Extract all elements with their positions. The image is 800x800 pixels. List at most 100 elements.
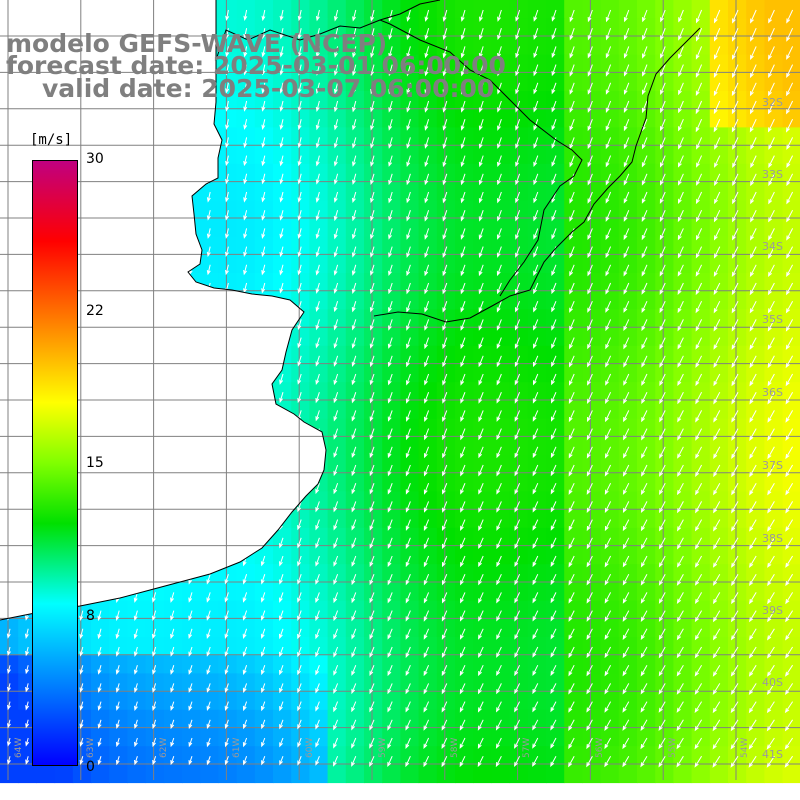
- wind-cell: [436, 382, 456, 401]
- wind-arrow: [785, 501, 794, 514]
- wind-arrow: [678, 119, 684, 132]
- wind-cell: [418, 327, 438, 347]
- wind-cell: [691, 637, 711, 656]
- wind-arrow: [152, 373, 157, 385]
- wind-cell: [145, 564, 165, 583]
- wind-cell: [436, 400, 456, 420]
- wind-arrow: [713, 228, 721, 241]
- wind-arrow: [442, 446, 448, 459]
- wind-cell: [728, 764, 747, 784]
- wind-cell: [236, 182, 256, 201]
- wind-arrow: [97, 410, 102, 422]
- wind-arrow: [134, 737, 138, 748]
- wind-cell: [327, 200, 347, 219]
- wind-cell: [127, 200, 147, 219]
- wind-arrow: [460, 555, 466, 568]
- wind-arrow: [388, 28, 393, 40]
- wind-arrow: [713, 264, 721, 277]
- wind-cell: [0, 691, 19, 711]
- wind-arrow: [243, 9, 248, 21]
- wind-arrow: [515, 9, 521, 22]
- wind-cell: [400, 72, 420, 92]
- wind-arrow: [188, 519, 193, 531]
- wind-arrow: [79, 683, 84, 693]
- wind-cell: [236, 746, 256, 765]
- wind-arrow: [605, 373, 612, 386]
- wind-cell: [709, 72, 729, 92]
- wind-arrow: [622, 610, 630, 622]
- wind-arrow: [188, 628, 193, 640]
- wind-arrow: [351, 519, 357, 531]
- wind-arrow: [170, 119, 175, 130]
- wind-arrow: [568, 592, 575, 604]
- wind-cell: [364, 109, 383, 128]
- wind-arrow: [134, 264, 139, 276]
- wind-cell: [400, 291, 420, 310]
- wind-cell: [236, 218, 256, 238]
- wind-arrow: [568, 537, 575, 550]
- wind-arrow: [731, 337, 739, 350]
- wind-arrow: [206, 519, 211, 531]
- wind-cell: [364, 764, 383, 784]
- wind-arrow: [387, 719, 393, 731]
- wind-arrow: [225, 246, 229, 258]
- wind-arrow: [405, 574, 411, 586]
- wind-arrow: [224, 756, 229, 766]
- wind-arrow: [297, 46, 302, 58]
- wind-cell: [673, 182, 693, 201]
- wind-cell: [782, 163, 800, 183]
- wind-cell: [691, 273, 711, 292]
- wind-arrow: [766, 755, 775, 768]
- wind-cell: [491, 36, 511, 56]
- wind-cell: [691, 746, 711, 765]
- wind-arrow: [533, 319, 539, 331]
- wind-arrow: [369, 665, 375, 676]
- wind-cell: [473, 709, 492, 729]
- wind-arrow: [515, 46, 521, 59]
- wind-cell: [418, 546, 438, 565]
- wind-arrow: [514, 737, 521, 749]
- wind-cell: [491, 728, 511, 747]
- wind-arrow: [460, 173, 466, 186]
- wind-cell: [291, 182, 310, 201]
- wind-arrow: [660, 155, 666, 168]
- wind-arrow: [460, 191, 466, 204]
- wind-cell: [691, 436, 711, 456]
- wind-arrow: [98, 119, 103, 130]
- wind-arrow: [243, 155, 248, 167]
- wind-arrow: [423, 519, 430, 531]
- wind-arrow: [460, 82, 466, 95]
- wind-arrow: [369, 755, 375, 767]
- wind-cell: [655, 200, 674, 219]
- lat-label: 33S: [762, 168, 783, 181]
- wind-cell: [527, 200, 547, 219]
- wind-cell: [309, 746, 329, 765]
- wind-arrow: [587, 373, 593, 386]
- wind-arrow: [225, 210, 229, 221]
- wind-cell: [709, 364, 729, 383]
- wind-cell: [709, 673, 729, 693]
- wind-arrow: [550, 537, 557, 549]
- wind-cell: [254, 400, 274, 420]
- wind-arrow: [115, 337, 120, 349]
- wind-arrow: [568, 573, 575, 586]
- wind-cell: [509, 0, 529, 19]
- wind-cell: [473, 618, 492, 638]
- wind-arrow: [712, 737, 721, 750]
- wind-arrow: [748, 719, 757, 732]
- wind-cell: [600, 709, 620, 729]
- wind-cell: [582, 327, 602, 347]
- wind-arrow: [786, 27, 794, 42]
- wind-cell: [345, 764, 365, 784]
- wind-arrow: [388, 301, 393, 313]
- wind-arrow: [731, 82, 739, 97]
- wind-cell: [291, 582, 310, 602]
- wind-cell: [637, 546, 656, 565]
- wind-arrow: [459, 646, 466, 658]
- wind-cell: [655, 418, 674, 438]
- wind-arrow: [496, 592, 502, 604]
- wind-arrow: [61, 119, 66, 130]
- wind-arrow: [115, 701, 120, 711]
- wind-arrow: [405, 519, 411, 531]
- wind-arrow: [732, 209, 739, 223]
